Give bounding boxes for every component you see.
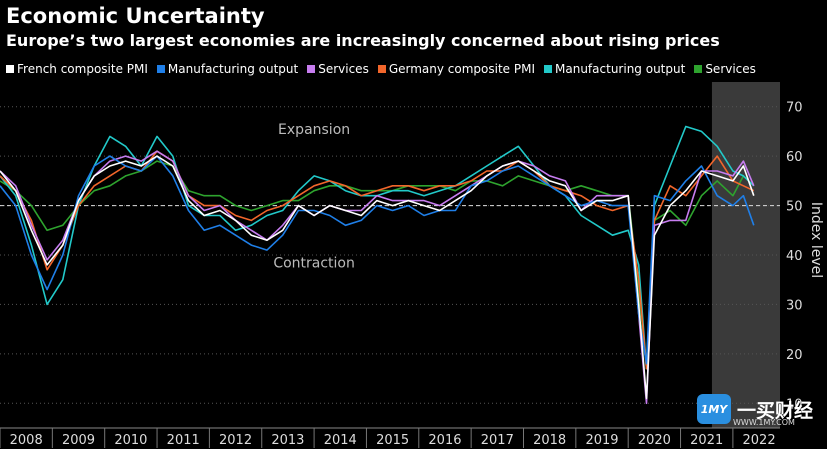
legend-swatch [156, 65, 165, 73]
chart-title: Economic Uncertainty [6, 4, 265, 28]
legend-swatch [307, 65, 316, 73]
legend-label: Manufacturing output [167, 62, 299, 76]
y-tick-label: 50 [786, 200, 803, 215]
y-tick-label: 30 [786, 298, 803, 313]
legend-label: Services [705, 62, 756, 76]
shaded-region [711, 82, 780, 428]
watermark: 1MY 一买财经 [697, 394, 813, 424]
x-tick-label: 2010 [114, 433, 147, 448]
legend-label: French composite PMI [17, 62, 148, 76]
x-tick-label: 2022 [743, 433, 776, 448]
legend-label: Manufacturing output [555, 62, 686, 76]
y-tick-label: 70 [786, 101, 803, 116]
x-tick-label: 2015 [376, 433, 409, 448]
x-tick-label: 2011 [167, 433, 200, 448]
legend-swatch [544, 65, 553, 73]
series-line-french-manufacturing [0, 155, 755, 365]
legend-label: Germany composite PMI [388, 62, 536, 76]
legend-swatch [377, 65, 386, 73]
chart-subtitle: Europe’s two largest economies are incre… [6, 31, 720, 50]
x-tick-label: 2013 [271, 433, 304, 448]
x-tick-label: 2009 [62, 433, 95, 448]
y-tick-label: 60 [786, 150, 803, 165]
x-tick-label: 2014 [324, 433, 357, 448]
annotation: Expansion [278, 122, 350, 138]
x-tick-label: 2020 [638, 433, 671, 448]
legend-label: Services [318, 62, 369, 76]
series-line-french-services [0, 150, 755, 405]
y-tick-label: 40 [786, 249, 803, 264]
annotation: Contraction [273, 255, 355, 271]
legend-swatch [694, 65, 703, 73]
x-tick-label: 2021 [690, 433, 723, 448]
x-tick-label: 2012 [219, 433, 252, 448]
legend-item-germany-services: Services [694, 62, 756, 76]
x-tick-label: 2018 [533, 433, 566, 448]
x-tick-label: 2019 [585, 433, 618, 448]
y-tick-label: 20 [786, 348, 803, 363]
x-tick-label: 2017 [481, 433, 514, 448]
legend: French composite PMI Manufacturing outpu… [6, 62, 756, 76]
watermark-url: WWW.1MY.COM [733, 418, 795, 427]
legend-item-french-manufacturing: Manufacturing output [156, 62, 299, 76]
x-tick-label: 2008 [10, 433, 43, 448]
legend-item-french-services: Services [307, 62, 369, 76]
legend-item-germany-manufacturing: Manufacturing output [544, 62, 685, 76]
legend-item-germany-composite: Germany composite PMI [377, 62, 536, 76]
watermark-text: 一买财经 [737, 399, 814, 422]
legend-swatch [6, 65, 14, 73]
legend-item-french-composite: French composite PMI [6, 62, 148, 76]
series-line-french-composite [0, 155, 755, 400]
watermark-logo: 1MY [697, 394, 731, 424]
y-tick-label: 10 [786, 397, 803, 412]
x-tick-label: 2016 [428, 433, 461, 448]
y-axis-label: Index level [808, 202, 824, 278]
